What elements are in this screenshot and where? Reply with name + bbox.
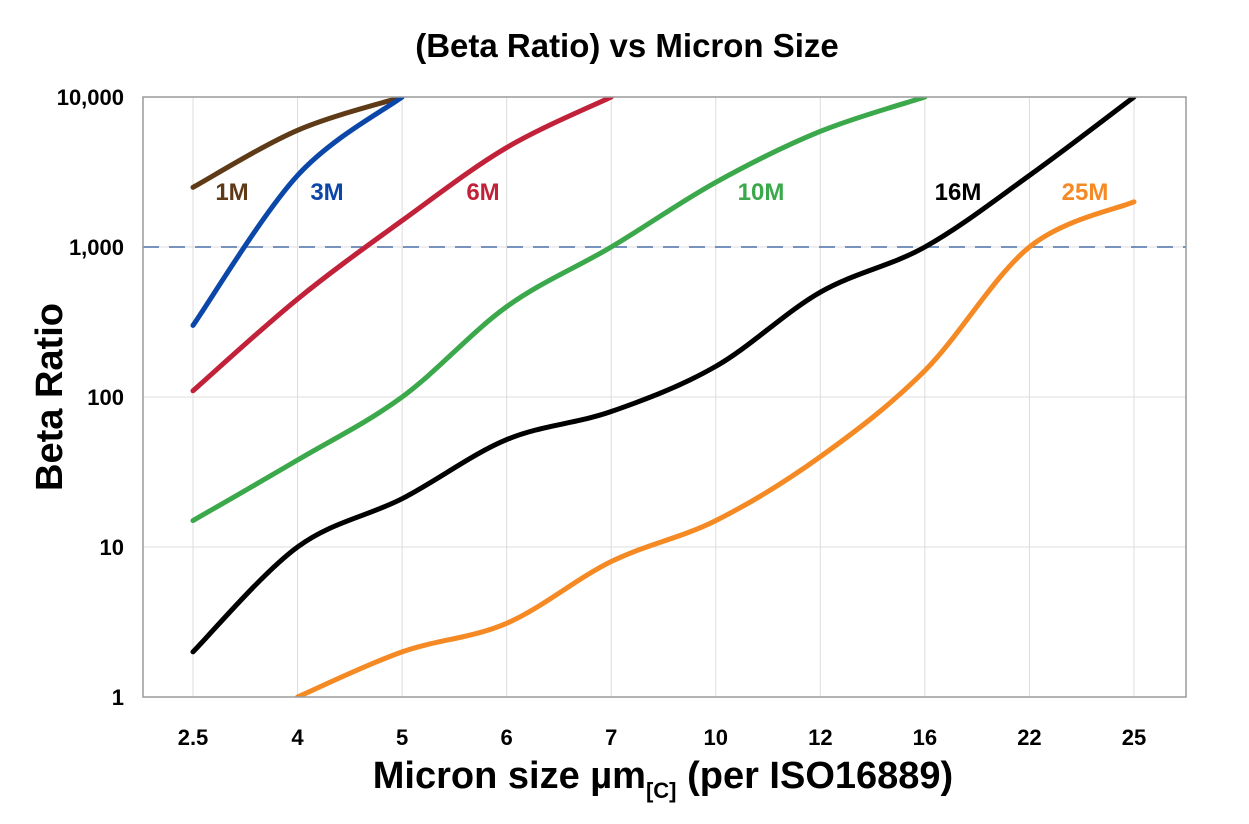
y-tick-label: 10,000 [57, 85, 124, 110]
y-tick-label: 1 [112, 685, 124, 710]
series-line-6M [190, 97, 614, 394]
series-label-16M: 16M [935, 179, 982, 206]
x-axis-label: Micron size µm[C] (per ISO16889) [373, 755, 953, 803]
series-line-1M [190, 97, 405, 190]
chart-title: (Beta Ratio) vs Micron Size [415, 27, 839, 64]
x-axis-label-sub: [C] [646, 778, 677, 803]
x-tick-label: 25 [1122, 725, 1146, 750]
x-tick-label: 10 [704, 725, 728, 750]
series-label-6M: 6M [466, 179, 499, 206]
grid [143, 96, 1186, 698]
series-label-1M: 1M [215, 179, 248, 206]
x-tick-label: 5 [396, 725, 408, 750]
x-tick-label: 22 [1017, 725, 1041, 750]
series-line-16M [190, 97, 1137, 655]
x-axis-label-tail: (per ISO16889) [677, 755, 954, 797]
series-line-3M [190, 97, 405, 328]
y-tick-label: 1,000 [69, 235, 124, 260]
x-tick-label: 2.5 [178, 725, 209, 750]
x-tick-label: 12 [808, 725, 832, 750]
x-tick-label: 4 [291, 725, 304, 750]
series-lines [190, 97, 1137, 697]
x-tick-label: 6 [501, 725, 513, 750]
x-tick-label: 7 [605, 725, 617, 750]
series-label-3M: 3M [310, 179, 343, 206]
series-label-10M: 10M [738, 179, 785, 206]
x-axis-label-main: Micron size µm [373, 755, 646, 797]
x-tick-label: 16 [913, 725, 937, 750]
series-labels: 1M 3M 6M 10M 16M 25M [215, 179, 1108, 206]
y-axis-label: Beta Ratio [29, 303, 71, 491]
x-tick-labels: 2.5 4 5 6 7 10 12 16 22 25 [178, 725, 1147, 750]
y-tick-labels: 1 10 100 1,000 10,000 [57, 85, 124, 710]
series-label-25M: 25M [1062, 179, 1109, 206]
plot-border [142, 96, 1187, 698]
y-tick-label: 100 [87, 385, 124, 410]
y-tick-label: 10 [100, 535, 124, 560]
series-line-25M [295, 199, 1137, 697]
series-line-10M [190, 97, 928, 524]
